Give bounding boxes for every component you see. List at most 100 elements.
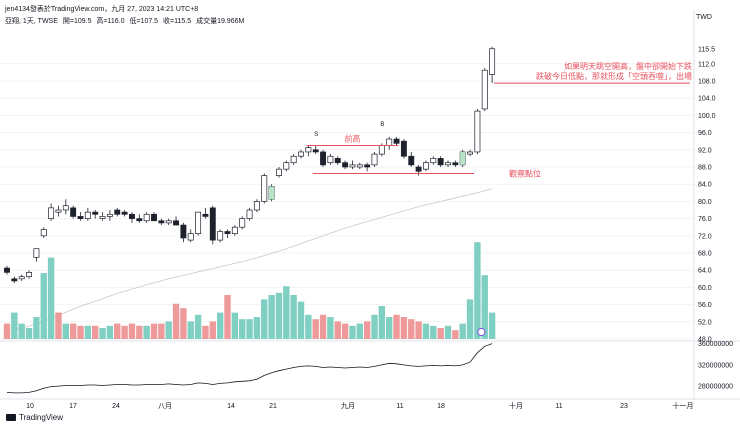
price-tick-label: 104.0 [698, 96, 716, 103]
volume-bar [319, 314, 327, 339]
volume-bar [444, 325, 452, 339]
price-tick-label: 52.0 [698, 319, 712, 326]
volume-bar [143, 325, 150, 339]
volume-bar [47, 257, 55, 339]
price-tick-label: 56.0 [698, 302, 712, 309]
pane-separators [0, 10, 740, 400]
candle-body [430, 158, 437, 164]
volume-bar [356, 323, 363, 339]
top-note-line-1: 如果明天跳空開高，盤中卻開始下跌 [564, 61, 692, 71]
candle-body [378, 145, 385, 155]
candle-body [121, 211, 128, 215]
candle-body [209, 207, 216, 241]
candle-body [224, 231, 231, 235]
price-tick-label: 76.0 [698, 216, 712, 223]
highlight-candle [269, 186, 275, 200]
volume-bar [488, 312, 496, 339]
volume-bar [165, 321, 172, 339]
candle-body [62, 205, 69, 211]
price-tick-label: 48.0 [698, 337, 712, 344]
volume-bar [452, 330, 459, 339]
price-tick-label: 64.0 [698, 268, 712, 275]
volume-bar [290, 295, 297, 339]
volume-bar [327, 317, 334, 339]
candle-body [173, 220, 179, 226]
volume-bar [393, 314, 400, 339]
candle-body [55, 209, 62, 213]
volume-bar [106, 325, 114, 339]
candle-body [40, 229, 47, 237]
candle-body [312, 149, 319, 153]
candle-body [195, 211, 202, 234]
volume-bar [3, 323, 11, 339]
candle-body [129, 213, 135, 219]
candle-body [408, 155, 415, 166]
time-tick-label: 23 [620, 403, 628, 410]
volume-bar [202, 325, 209, 339]
volume-bar [114, 323, 121, 339]
volume-bar [297, 301, 305, 339]
candles [4, 46, 496, 284]
tradingview-logo-icon [6, 414, 16, 421]
candle-body [481, 69, 488, 110]
volume-bar [459, 323, 466, 339]
candle-body [327, 155, 334, 164]
candle-body [11, 278, 18, 282]
price-tick-label: 96.0 [698, 130, 712, 137]
indicator-line [6, 343, 493, 394]
volume-bar [415, 321, 422, 339]
volume-bar [84, 325, 92, 339]
candle-body [298, 151, 304, 157]
volume-bar [341, 323, 349, 339]
price-tick-label: 108.0 [698, 79, 716, 86]
low-value: 低=107.5 [129, 18, 159, 25]
high-value: 高=116.0 [96, 18, 125, 25]
volume-bar [121, 325, 128, 339]
volume-bar [172, 303, 180, 339]
time-tick-label: 11 [555, 403, 562, 410]
close-value: 收=115.5 [163, 18, 192, 25]
candle-body [180, 224, 187, 239]
publisher-line: jen4134發表於TradingView.com，九月 27, 2023 14… [5, 6, 199, 13]
candle-body [253, 201, 260, 211]
candle-body [231, 226, 238, 234]
candle-body [187, 233, 194, 241]
volume-bar [33, 317, 40, 339]
price-tick-label: 68.0 [698, 251, 712, 258]
time-tick-label: 十月 [509, 401, 523, 410]
time-tick-label: 九月 [341, 401, 355, 410]
candle-body [143, 213, 150, 222]
prev-high-label: 前高 [344, 134, 360, 144]
volume-bar [430, 325, 437, 339]
open-value: 開=109.5 [62, 18, 92, 25]
volume-bar [216, 312, 224, 339]
ma-polyline [6, 188, 493, 331]
candle-body [349, 164, 356, 168]
candle-body [283, 162, 290, 170]
volume-bar [187, 321, 194, 339]
candle-body [18, 276, 25, 280]
candle-body [246, 209, 253, 219]
top-note-line-2: 跌破今日低點，那就形成「空頭吞噬」，出場 [536, 71, 692, 81]
symbol-ohlc-line: 亞翔, 1天, TWSE 開=109.5 高=116.0 低=107.5 收=1… [5, 16, 247, 26]
candle-body [70, 207, 77, 217]
price-axis: 48.0 52.0 56.0 60.0 64.0 68.0 72.0 76.0 80.0 84.0… [698, 46, 716, 343]
volume-bar [363, 321, 371, 339]
candle-body [489, 48, 496, 75]
indicator-tick-label: 360000000 [698, 341, 733, 348]
volume-bar [474, 242, 481, 339]
volume-bar [92, 325, 99, 339]
volume-bar [209, 321, 216, 339]
candle-body [400, 140, 407, 157]
time-tick-label: 18 [437, 403, 445, 410]
candle-body [276, 168, 282, 176]
candle-body [26, 272, 33, 278]
volume-bar [18, 323, 25, 339]
candle-body [445, 162, 451, 166]
volume-bar [246, 319, 253, 339]
volume-bar [400, 317, 408, 339]
candle-body [99, 216, 106, 219]
time-tick-label: 14 [227, 403, 235, 410]
volume-bar [25, 328, 33, 339]
